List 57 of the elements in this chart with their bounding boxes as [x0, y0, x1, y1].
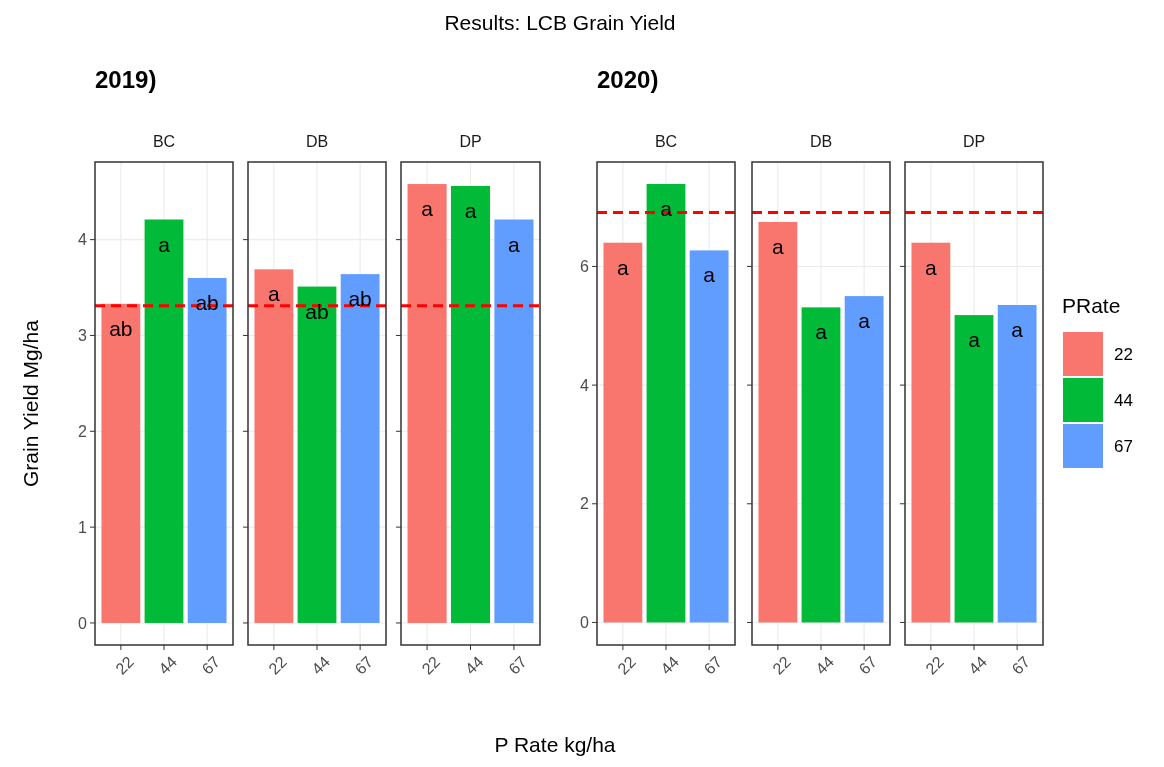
x-tick-label: 44 [308, 652, 334, 678]
chart-title: DP [459, 133, 482, 150]
x-tick-label: 44 [657, 652, 683, 678]
x-tick-label: 67 [505, 652, 531, 678]
category-label: 67 [1114, 436, 1133, 456]
y-tick-label: 3 [78, 327, 88, 345]
chart-subtitle: 2019) [95, 66, 157, 93]
x-tick-label: 67 [700, 652, 726, 678]
data-label: a [925, 255, 938, 279]
y-tick-label: 2 [78, 422, 88, 440]
data-label: ab [305, 299, 329, 323]
y-tick-label: 6 [580, 258, 590, 276]
category-label: 44 [1114, 390, 1133, 410]
x-tick-label: 22 [265, 652, 290, 678]
x-tick-label: 22 [112, 652, 137, 678]
y-tick-label: 4 [78, 231, 88, 249]
data-label: ab [109, 316, 133, 340]
data-label: a [858, 309, 871, 333]
x-tick-label: 44 [461, 652, 487, 678]
data-label: a [464, 198, 477, 222]
x-tick-label: 44 [155, 652, 181, 678]
y-tick-label: 1 [78, 518, 88, 536]
data-label: a [815, 320, 828, 344]
data-label: a [508, 232, 521, 256]
x-tick-label: 44 [812, 652, 838, 678]
x-tick-label: 67 [351, 652, 377, 678]
chart-title: DP [962, 133, 986, 150]
data-label: a [968, 328, 981, 352]
data-label: a [268, 282, 281, 306]
chart-title: BC [152, 133, 176, 150]
x-tick-label: 22 [922, 652, 947, 678]
y-tick-label: 0 [580, 614, 590, 632]
y-tick-label: 4 [580, 376, 590, 394]
y-axis-title: Grain Yield Mg/ha [19, 319, 42, 487]
x-tick-label: 22 [614, 652, 639, 678]
y-tick-label: 0 [78, 614, 88, 632]
category-label: 22 [1114, 344, 1133, 364]
chart-title: BC [654, 133, 678, 150]
x-tick-label: 67 [855, 652, 881, 678]
x-tick-label: 67 [1008, 652, 1034, 678]
data-label: a [617, 255, 630, 279]
data-label: a [421, 197, 434, 221]
data-label: a [1011, 318, 1024, 341]
x-tick-label: 22 [418, 652, 444, 678]
x-tick-label: 44 [965, 652, 991, 678]
text: P Rate kg/ha [494, 733, 616, 756]
x-tick-label: 22 [769, 652, 794, 678]
text: Results: LCB Grain Yield [444, 11, 676, 34]
chart-title: DB [809, 133, 833, 150]
data-label: a [158, 232, 171, 256]
y-tick-label: 2 [580, 495, 590, 513]
data-label: a [703, 263, 716, 287]
x-tick-label: 67 [198, 652, 224, 678]
legend-title: PRate [1062, 294, 1121, 317]
data-label: a [772, 234, 785, 258]
chart-title: DB [305, 133, 329, 150]
chart-subtitle: 2020) [597, 66, 659, 93]
